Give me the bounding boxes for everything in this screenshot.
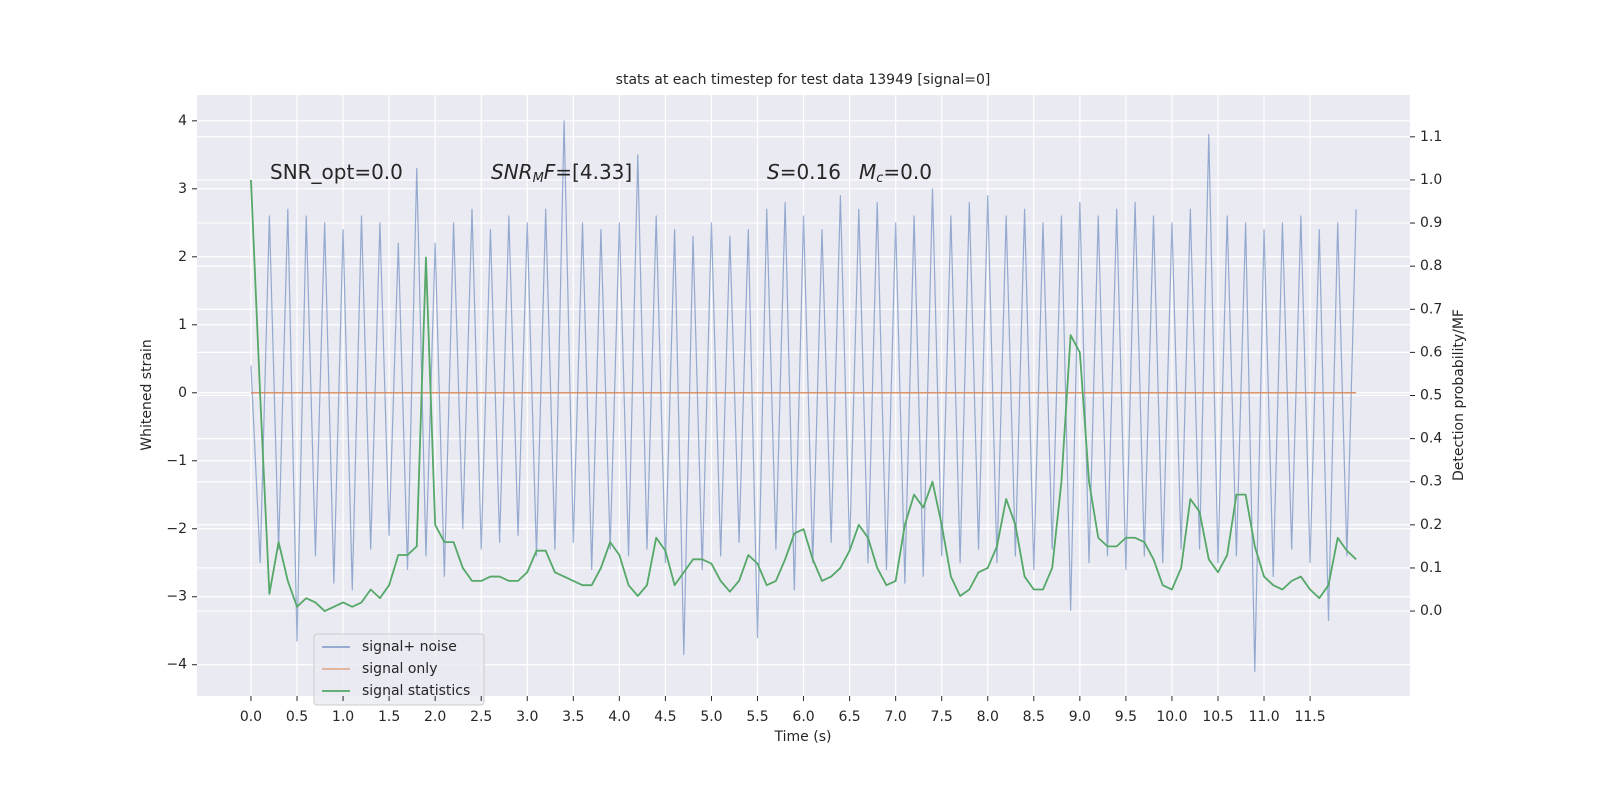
x-tick-label: 3.0	[516, 709, 538, 725]
x-tick-label: 4.0	[608, 709, 630, 725]
y2-tick-label: 0.5	[1420, 388, 1442, 404]
annotation: S=0.16	[767, 160, 841, 184]
x-tick-label: 6.0	[792, 709, 814, 725]
annotation: Mc=0.0	[859, 160, 932, 186]
series-line	[250, 179, 1357, 612]
y-axis-label: Whitened strain	[139, 339, 155, 450]
x-tick-label: 11.0	[1248, 709, 1279, 725]
x-tick-label: 5.5	[746, 709, 768, 725]
y-tick-label: 1	[178, 317, 187, 333]
annotation-text: SNR_opt=0.0	[270, 160, 403, 184]
y2-tick-label: 1.1	[1420, 129, 1442, 145]
legend-label: signal only	[362, 661, 437, 677]
annotation-text: SNR	[491, 160, 533, 184]
x-tick-label: 10.5	[1202, 709, 1233, 725]
annotation-text: F	[544, 160, 556, 184]
annotation: SNRMF=[4.33]	[491, 160, 632, 186]
y2-tick-label: 0.2	[1420, 517, 1442, 533]
y-tick-label: 0	[178, 385, 187, 401]
y2-tick-label: 1.0	[1420, 172, 1442, 188]
annotation-text: c	[876, 171, 883, 186]
x-axis-label: Time (s)	[774, 729, 832, 745]
y-tick-label: 3	[178, 181, 187, 197]
annotation-text: S	[767, 160, 780, 184]
x-tick-label: 8.5	[1023, 709, 1045, 725]
annotation-text: M	[859, 160, 876, 184]
legend-label: signal statistics	[362, 683, 470, 699]
x-tick-label: 9.5	[1115, 709, 1137, 725]
series-line	[250, 120, 1357, 673]
legend-label: signal+ noise	[362, 639, 457, 655]
x-tick-label: 1.0	[332, 709, 354, 725]
x-tick-label: 4.5	[654, 709, 676, 725]
y-tick-label: −1	[166, 453, 187, 469]
x-tick-label: 2.5	[470, 709, 492, 725]
y2-tick-label: 0.4	[1420, 431, 1442, 447]
y-tick-label: 2	[178, 249, 187, 265]
y-tick-label: −3	[166, 589, 187, 605]
annotation-text: =0.0	[883, 160, 932, 184]
y-tick-label: −4	[166, 657, 187, 673]
x-tick-label: 7.5	[931, 709, 953, 725]
marks	[250, 120, 1357, 673]
y2-tick-label: 0.8	[1420, 258, 1442, 274]
y2-tick-label: 0.6	[1420, 344, 1442, 360]
annotation-text: =0.16	[780, 160, 841, 184]
x-tick-label: 2.0	[424, 709, 446, 725]
legend: signal+ noise signal only signal statistic…	[313, 633, 485, 706]
x-tick-label: 0.5	[286, 709, 308, 725]
annotation-text: M	[533, 171, 544, 186]
annotation-text: =[4.33]	[555, 160, 632, 184]
x-tick-label: 11.5	[1294, 709, 1325, 725]
y2-tick-label: 0.3	[1420, 474, 1442, 490]
x-tick-label: 5.0	[700, 709, 722, 725]
x-tick-label: 9.0	[1069, 709, 1091, 725]
y2-tick-label: 0.0	[1420, 603, 1442, 619]
x-tick-label: 0.0	[240, 709, 262, 725]
chart-title: stats at each timestep for test data 139…	[616, 72, 991, 88]
x-tick-label: 7.0	[885, 709, 907, 725]
annotation: SNR_opt=0.0	[270, 160, 403, 184]
y-tick-label: −2	[166, 521, 187, 537]
x-tick-label: 10.0	[1156, 709, 1187, 725]
y2-tick-label: 0.9	[1420, 215, 1442, 231]
y-tick-label: 4	[178, 113, 187, 129]
y2-tick-label: 0.1	[1420, 560, 1442, 576]
x-tick-label: 8.0	[977, 709, 999, 725]
legend-box	[313, 633, 485, 706]
y2-tick-label: 0.7	[1420, 301, 1442, 317]
y2-axis-label: Detection probability/MF	[1451, 309, 1467, 481]
x-tick-label: 3.5	[562, 709, 584, 725]
x-tick-label: 1.5	[378, 709, 400, 725]
x-tick-label: 6.5	[838, 709, 860, 725]
